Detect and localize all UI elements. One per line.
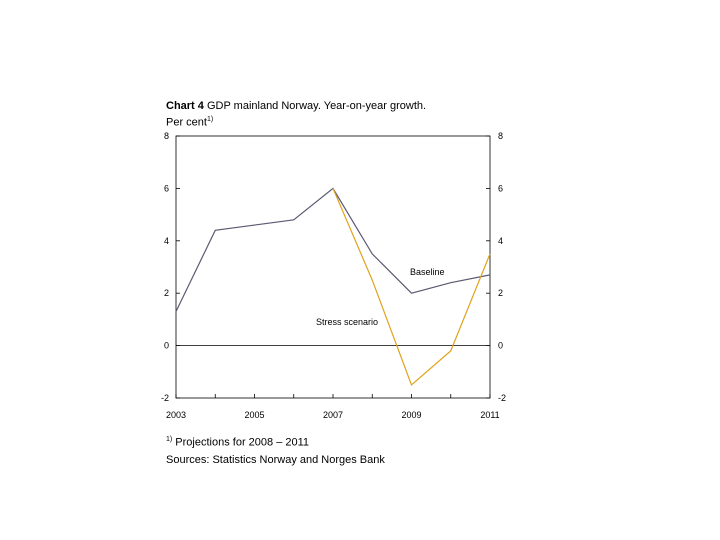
chart-title-text: GDP mainland Norway. Year-on-year growth… [206, 100, 427, 112]
footnote: 1) Projections for 2008 – 2011 [166, 433, 309, 450]
x-tick-label: 2005 [244, 410, 264, 420]
y-tick-label-right: 8 [498, 131, 503, 141]
chart-title: Chart 4 GDP mainland Norway. Year-on-yea… [166, 99, 496, 130]
x-tick-label: 2011 [480, 410, 499, 420]
y-axis-right: 8 6 4 2 0 -2 [498, 131, 506, 403]
y-tick-label-right: 2 [498, 288, 503, 298]
chart-number: Chart 4 [166, 100, 204, 112]
chart-unit: Per cent [166, 116, 207, 129]
y-tick-label-right: 4 [498, 236, 503, 246]
y-tick-label-left: 4 [164, 236, 169, 246]
y-tick-label-left: 2 [164, 288, 169, 298]
x-tick-label: 2007 [323, 410, 343, 420]
y-tick-label-left: 6 [164, 183, 169, 193]
footnote-mark: 1) [166, 436, 173, 443]
y-tick-label-left: -2 [161, 393, 169, 403]
series-line-baseline [175, 187, 491, 312]
unit-note-mark: 1) [206, 116, 214, 123]
y-tick-label-left: 8 [164, 131, 169, 141]
x-tick-label: 2003 [166, 410, 186, 420]
series-line-stress [332, 188, 491, 386]
y-tick-label-right: 6 [498, 183, 503, 193]
y-tick-label-right: 0 [498, 341, 503, 351]
footnote-text: Projections for 2008 – 2011 [175, 436, 310, 449]
x-axis: 2003 2005 2007 2009 2011 [166, 410, 500, 420]
y-axis-left: 8 6 4 2 0 -2 [161, 131, 169, 403]
y-tick-label-left: 0 [164, 341, 169, 351]
series-label-stress: Stress scenario [316, 317, 378, 327]
x-tick-label: 2009 [401, 410, 421, 420]
series-label-baseline: Baseline [410, 267, 445, 277]
y-tick-label-right: -2 [498, 393, 506, 403]
sources: Sources: Statistics Norway and Norges Ba… [166, 454, 385, 466]
